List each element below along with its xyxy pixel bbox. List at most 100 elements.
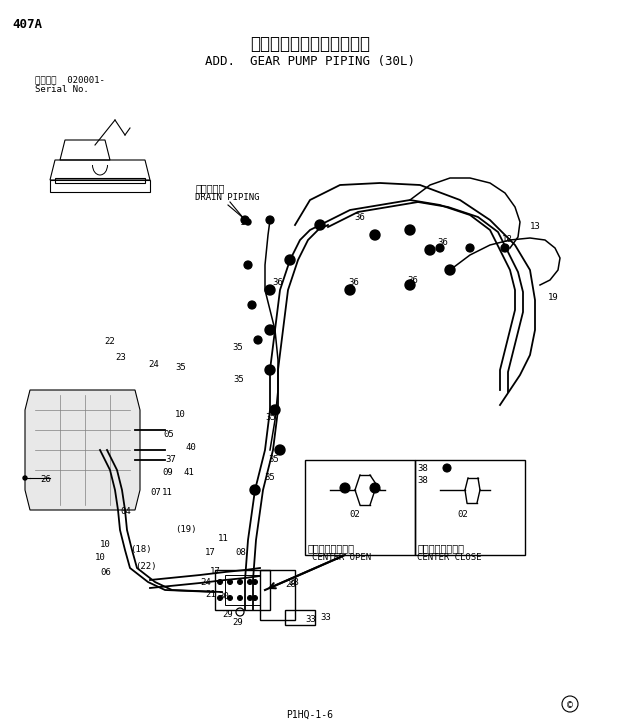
Circle shape (370, 230, 380, 240)
Text: 35: 35 (232, 343, 243, 352)
Text: 11: 11 (162, 488, 173, 497)
Text: 22: 22 (104, 337, 115, 346)
Text: 26: 26 (40, 475, 51, 484)
Bar (260, 570, 295, 620)
Text: 02: 02 (458, 510, 468, 519)
Circle shape (265, 365, 275, 375)
Circle shape (445, 265, 455, 275)
Text: 28: 28 (288, 578, 299, 587)
Text: 17: 17 (205, 548, 216, 557)
Text: 10: 10 (175, 410, 186, 419)
Text: ドレン配管: ドレン配管 (195, 183, 224, 193)
Text: 30: 30 (218, 592, 229, 601)
Circle shape (237, 596, 242, 600)
Bar (225, 575, 260, 605)
Circle shape (218, 596, 223, 600)
Circle shape (446, 266, 454, 274)
Text: 40: 40 (185, 443, 196, 452)
Text: 407A: 407A (12, 18, 42, 31)
Bar (55, 178, 145, 183)
Text: 09: 09 (162, 468, 173, 477)
Text: 07: 07 (150, 488, 161, 497)
Text: 18: 18 (502, 235, 513, 244)
Text: 08: 08 (235, 548, 246, 557)
Bar (285, 610, 315, 625)
Text: CENTER OPEN: CENTER OPEN (312, 553, 371, 562)
Circle shape (244, 261, 252, 269)
Text: 41: 41 (183, 468, 193, 477)
Circle shape (501, 244, 509, 252)
Text: 06: 06 (100, 568, 111, 577)
Circle shape (228, 579, 232, 584)
Circle shape (405, 225, 415, 235)
Text: (22): (22) (135, 562, 156, 571)
Bar (305, 460, 415, 555)
Circle shape (245, 219, 251, 225)
Text: 04: 04 (120, 507, 131, 516)
Text: 35: 35 (264, 473, 275, 482)
Text: 11: 11 (218, 534, 229, 543)
Circle shape (254, 336, 262, 344)
Text: 23: 23 (115, 353, 126, 362)
Text: 14: 14 (240, 218, 250, 227)
Circle shape (247, 579, 252, 584)
Circle shape (252, 579, 257, 584)
Circle shape (270, 405, 280, 415)
Text: 36: 36 (437, 238, 448, 247)
Text: DRAIN PIPING: DRAIN PIPING (195, 193, 260, 202)
Circle shape (466, 244, 474, 252)
Polygon shape (25, 390, 140, 510)
Text: センタークローズ: センタークローズ (417, 543, 464, 553)
Circle shape (405, 280, 415, 290)
Circle shape (23, 476, 27, 480)
Text: 36: 36 (272, 278, 283, 287)
Text: 36: 36 (354, 213, 365, 222)
Text: 13: 13 (530, 222, 541, 231)
Circle shape (248, 301, 256, 309)
Text: 33: 33 (320, 613, 330, 622)
Circle shape (241, 216, 249, 224)
Circle shape (266, 216, 274, 224)
Text: 28: 28 (285, 580, 296, 589)
Text: 38: 38 (417, 464, 428, 473)
Text: ©: © (567, 700, 573, 710)
Text: (19): (19) (175, 525, 197, 534)
Circle shape (218, 579, 223, 584)
Circle shape (370, 483, 380, 493)
Text: 24: 24 (148, 360, 159, 369)
Text: 36: 36 (348, 278, 359, 287)
Circle shape (275, 445, 285, 455)
Text: 29: 29 (222, 610, 232, 619)
Circle shape (228, 596, 232, 600)
Circle shape (345, 285, 355, 295)
Text: 19: 19 (548, 293, 559, 302)
Text: 10: 10 (95, 553, 106, 562)
Text: (18): (18) (130, 545, 151, 554)
Text: 36: 36 (407, 276, 418, 285)
Bar (50, 180, 150, 192)
Text: 05: 05 (163, 430, 174, 439)
Bar (215, 570, 270, 610)
Circle shape (425, 245, 435, 255)
Text: P1HQ-1-6: P1HQ-1-6 (286, 710, 334, 720)
Circle shape (252, 596, 257, 600)
Text: 35: 35 (175, 363, 186, 372)
Circle shape (443, 464, 451, 472)
Circle shape (265, 325, 275, 335)
Text: 35: 35 (268, 455, 279, 464)
Text: 29: 29 (232, 618, 243, 627)
Circle shape (265, 285, 275, 295)
Circle shape (340, 483, 350, 493)
Text: 02: 02 (350, 510, 360, 519)
Circle shape (247, 596, 252, 600)
Text: 10: 10 (100, 540, 111, 549)
Circle shape (436, 244, 444, 252)
Text: 21: 21 (205, 590, 216, 599)
Text: 追加ポンプ配管（３０Ｌ）: 追加ポンプ配管（３０Ｌ） (250, 35, 370, 53)
Text: 35: 35 (233, 375, 244, 384)
Text: 24: 24 (200, 578, 211, 587)
Circle shape (250, 485, 260, 495)
Text: 37: 37 (165, 455, 175, 464)
Text: 33: 33 (305, 615, 316, 624)
Text: 17: 17 (210, 567, 221, 576)
